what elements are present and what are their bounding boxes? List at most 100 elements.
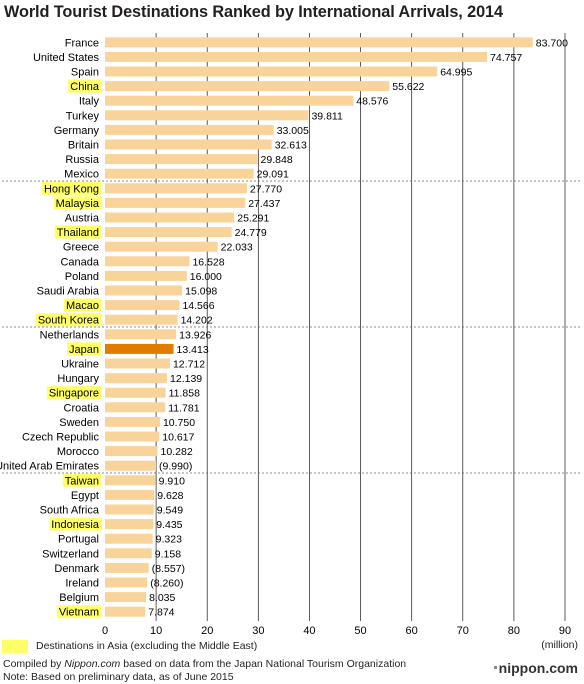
- category-label-austria: Austria: [65, 213, 100, 225]
- bar-italy: [105, 95, 354, 106]
- bar-south-korea: [105, 314, 178, 325]
- bar-china: [105, 81, 390, 92]
- source-prefix: Compiled by: [3, 658, 65, 670]
- bar-hong-kong: [105, 183, 247, 194]
- asia-highlight-china: [68, 79, 102, 93]
- value-label-south-korea: 14.202: [181, 315, 213, 327]
- bar-greece: [105, 241, 218, 252]
- bar-poland: [105, 270, 187, 281]
- asia-highlight-macao: [63, 298, 101, 312]
- category-label-singapore: Singapore: [49, 388, 99, 400]
- value-label-austria: 25.291: [237, 213, 269, 225]
- value-label-portugal: 9.323: [156, 534, 182, 546]
- value-label-mexico: 29.091: [257, 169, 289, 181]
- value-label-turkey: 39.811: [311, 110, 342, 122]
- category-label-south-africa: South Africa: [40, 505, 100, 517]
- category-label-japan: Japan: [69, 344, 99, 356]
- value-label-greece: 22.033: [221, 242, 253, 254]
- bar-indonesia: [105, 519, 154, 530]
- x-tick-label-30: 30: [252, 625, 264, 637]
- x-tick-label-70: 70: [457, 625, 469, 637]
- bar-austria: [105, 212, 235, 223]
- category-label-britain: Britain: [68, 140, 99, 152]
- value-label-malaysia: 27.437: [248, 198, 280, 210]
- category-label-croatia: Croatia: [64, 402, 100, 414]
- category-label-china: China: [70, 81, 100, 93]
- value-label-egypt: 9.628: [157, 490, 183, 502]
- bar-united-arab-emirates: [105, 460, 157, 471]
- value-label-sweden: 10.750: [163, 417, 195, 429]
- category-label-south-korea: South Korea: [38, 315, 100, 327]
- category-label-portugal: Portugal: [58, 534, 99, 546]
- source-suffix: based on data from the Japan National To…: [120, 658, 407, 670]
- category-label-germany: Germany: [54, 125, 100, 137]
- category-label-poland: Poland: [65, 271, 99, 283]
- asia-highlight-malaysia: [53, 196, 102, 210]
- preliminary-note: Note: Based on preliminary data, as of J…: [3, 671, 234, 683]
- category-label-greece: Greece: [63, 242, 99, 254]
- bar-taiwan: [105, 475, 156, 486]
- value-label-united-arab-emirates: (9.990): [159, 461, 192, 473]
- value-label-france: 83.700: [536, 37, 568, 49]
- bar-saudi-arabia: [105, 285, 183, 296]
- bar-vietnam: [105, 606, 146, 617]
- bar-spain: [105, 66, 438, 77]
- x-tick-label-60: 60: [406, 625, 418, 637]
- category-label-hong-kong: Hong Kong: [44, 183, 99, 195]
- value-label-poland: 16.000: [190, 271, 222, 283]
- bar-denmark: [105, 562, 149, 573]
- category-label-canada: Canada: [60, 256, 99, 268]
- bar-france: [105, 37, 533, 48]
- category-label-ukraine: Ukraine: [61, 359, 99, 371]
- bar-egypt: [105, 489, 155, 500]
- category-label-sweden: Sweden: [59, 417, 99, 429]
- axis-unit-label: (million): [541, 639, 578, 651]
- category-label-taiwan: Taiwan: [65, 475, 99, 487]
- value-label-switzerland: 9.158: [155, 548, 181, 560]
- value-label-japan: 13.413: [177, 344, 209, 356]
- asia-highlight-south-korea: [35, 313, 102, 327]
- bar-malaysia: [105, 197, 246, 208]
- category-label-mexico: Mexico: [64, 169, 99, 181]
- bar-ukraine: [105, 358, 170, 369]
- x-tick-label-10: 10: [150, 625, 162, 637]
- legend-label: Destinations in Asia (excluding the Midd…: [36, 640, 258, 652]
- bar-switzerland: [105, 548, 152, 559]
- legend-swatch-asia: [2, 639, 28, 653]
- bar-turkey: [105, 110, 309, 121]
- source-note: Compiled by Nippon.com based on data fro…: [3, 658, 406, 670]
- bar-thailand: [105, 227, 232, 238]
- source-name: Nippon.com: [64, 658, 121, 670]
- value-label-saudi-arabia: 15.098: [185, 286, 217, 298]
- value-label-belgium: 8.035: [149, 592, 175, 604]
- category-label-indonesia: Indonesia: [51, 519, 100, 531]
- value-label-macao: 14.566: [182, 300, 214, 312]
- category-label-belgium: Belgium: [59, 592, 99, 604]
- value-label-spain: 64.995: [440, 67, 472, 79]
- value-label-denmark: (8.557): [152, 563, 185, 575]
- category-label-united-arab-emirates: United Arab Emirates: [0, 461, 99, 473]
- value-label-russia: 29.848: [261, 154, 293, 166]
- bar-netherlands: [105, 329, 177, 340]
- bar-morocco: [105, 446, 158, 457]
- bar-south-africa: [105, 504, 154, 515]
- brand-logo: nippon.com: [493, 660, 578, 676]
- category-label-ireland: Ireland: [65, 578, 99, 590]
- value-label-ukraine: 12.712: [173, 359, 205, 371]
- bar-ireland: [105, 577, 148, 588]
- bar-hungary: [105, 373, 168, 384]
- x-tick-label-80: 80: [508, 625, 520, 637]
- value-label-hong-kong: 27.770: [250, 183, 282, 195]
- asia-highlight-indonesia: [49, 517, 102, 531]
- bar-macao: [105, 300, 180, 311]
- category-label-saudi-arabia: Saudi Arabia: [37, 286, 100, 298]
- x-tick-label-40: 40: [303, 625, 315, 637]
- value-label-vietnam: 7.874: [148, 607, 174, 619]
- bar-britain: [105, 139, 272, 150]
- value-label-ireland: (8.260): [150, 578, 183, 590]
- category-label-czech-republic: Czech Republic: [22, 432, 100, 444]
- value-label-britain: 32.613: [275, 140, 307, 152]
- asia-highlight-vietnam: [56, 605, 101, 619]
- asia-highlight-japan: [67, 342, 101, 356]
- bar-mexico: [105, 168, 254, 179]
